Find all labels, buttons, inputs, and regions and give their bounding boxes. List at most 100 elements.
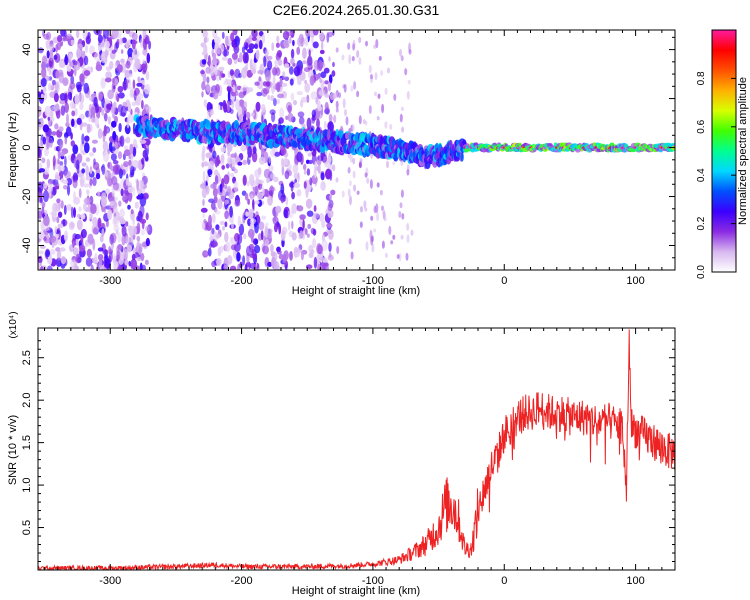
- noise-speckle: [134, 58, 141, 70]
- noise-speckle: [71, 118, 75, 128]
- noise-speckle: [384, 121, 388, 129]
- noise-speckle: [283, 39, 290, 49]
- noise-speckle: [118, 122, 122, 133]
- noise-speckle: [209, 236, 214, 242]
- noise-speckle: [142, 149, 147, 159]
- x-tick-label: -100: [362, 575, 384, 587]
- noise-speckle: [276, 35, 280, 43]
- noise-speckle: [201, 81, 206, 91]
- noise-speckle: [60, 151, 65, 156]
- noise-speckle: [43, 33, 50, 40]
- noise-speckle: [132, 146, 137, 157]
- noise-speckle: [132, 248, 136, 255]
- noise-speckle: [374, 91, 377, 97]
- noise-speckle: [63, 184, 68, 190]
- noise-speckle: [327, 31, 333, 38]
- noise-speckle: [246, 266, 250, 270]
- noise-speckle: [274, 59, 278, 67]
- noise-speckle: [123, 161, 129, 168]
- noise-speckle: [348, 54, 352, 65]
- noise-speckle: [270, 173, 276, 180]
- noise-speckle: [212, 90, 219, 100]
- noise-speckle: [284, 76, 290, 82]
- noise-speckle: [211, 213, 216, 224]
- noise-speckle: [38, 210, 43, 219]
- noise-speckle: [201, 59, 207, 65]
- noise-speckle: [400, 55, 404, 62]
- noise-speckle: [136, 222, 141, 235]
- noise-speckle: [78, 188, 82, 199]
- noise-speckle: [387, 67, 390, 74]
- noise-speckle: [205, 36, 209, 43]
- noise-speckle: [303, 181, 307, 189]
- noise-speckle: [270, 244, 274, 253]
- noise-speckle: [230, 173, 235, 177]
- noise-speckle: [285, 196, 289, 206]
- noise-speckle: [399, 113, 403, 123]
- noise-speckle: [224, 210, 229, 220]
- y-tick-label: 0.5: [21, 520, 33, 535]
- noise-speckle: [229, 205, 234, 218]
- noise-speckle: [62, 218, 66, 227]
- noise-speckle: [68, 53, 73, 60]
- noise-speckle: [57, 223, 64, 229]
- noise-speckle: [113, 182, 119, 191]
- noise-speckle: [81, 162, 87, 167]
- noise-speckle: [84, 142, 90, 154]
- noise-speckle: [206, 76, 210, 84]
- noise-speckle: [207, 54, 211, 67]
- noise-speckle: [43, 215, 50, 227]
- noise-speckle: [298, 116, 305, 125]
- noise-speckle: [113, 253, 116, 262]
- noise-speckle: [111, 49, 117, 54]
- noise-speckle: [123, 248, 129, 260]
- noise-speckle: [143, 192, 150, 200]
- noise-speckle: [117, 232, 122, 243]
- noise-speckle: [321, 40, 324, 51]
- noise-speckle: [225, 78, 229, 84]
- noise-speckle: [316, 118, 320, 129]
- noise-speckle: [281, 146, 287, 156]
- noise-speckle: [265, 70, 271, 82]
- noise-speckle: [321, 220, 326, 228]
- noise-speckle: [118, 200, 122, 207]
- noise-speckle: [307, 152, 312, 157]
- noise-speckle: [359, 221, 363, 228]
- noise-speckle: [139, 204, 145, 217]
- noise-speckle: [263, 56, 267, 68]
- noise-speckle: [141, 157, 145, 165]
- noise-speckle: [271, 256, 277, 268]
- noise-speckle: [267, 55, 273, 61]
- noise-speckle: [46, 158, 51, 169]
- noise-speckle: [319, 31, 325, 41]
- snr-x-label: Height of straight line (km): [292, 585, 420, 597]
- noise-speckle: [106, 128, 110, 133]
- noise-speckle: [225, 241, 231, 253]
- noise-speckle: [101, 163, 106, 176]
- spectrogram-y-label: Frequency (Hz): [7, 112, 19, 188]
- noise-speckle: [296, 46, 301, 55]
- noise-speckle: [55, 108, 61, 119]
- snr-y-label: SNR (10 * v/v): [7, 415, 19, 485]
- noise-speckle: [49, 111, 54, 119]
- noise-speckle: [45, 250, 50, 258]
- noise-speckle: [97, 190, 100, 197]
- noise-speckle: [269, 109, 276, 115]
- noise-speckle: [125, 60, 131, 69]
- noise-speckle: [89, 212, 93, 220]
- noise-speckle: [321, 154, 328, 163]
- noise-speckle: [238, 233, 243, 244]
- noise-speckle: [287, 112, 294, 123]
- noise-speckle: [291, 191, 295, 200]
- noise-speckle: [72, 241, 75, 249]
- y-tick-label: 1.5: [21, 435, 33, 450]
- noise-speckle: [356, 50, 360, 58]
- noise-speckle: [205, 66, 211, 74]
- noise-speckle: [102, 140, 109, 152]
- noise-speckle: [56, 249, 62, 261]
- noise-speckle: [393, 93, 397, 101]
- noise-speckle: [351, 124, 355, 132]
- noise-speckle: [278, 224, 282, 235]
- noise-speckle: [231, 99, 235, 109]
- noise-speckle: [124, 259, 129, 266]
